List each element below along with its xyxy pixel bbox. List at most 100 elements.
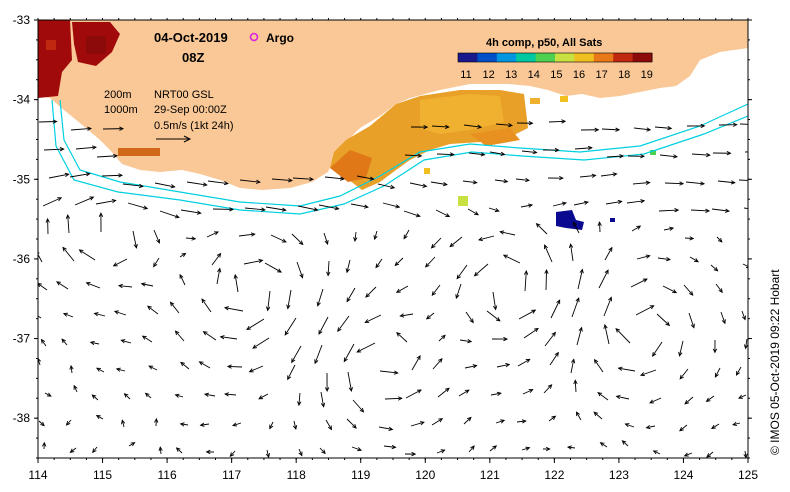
current-arrow: [640, 369, 657, 376]
y-tick-label: -38: [13, 411, 31, 425]
current-arrow: [495, 419, 505, 424]
current-arrowhead-icon: [493, 305, 498, 311]
current-arrow: [449, 236, 463, 248]
current-arrow: [573, 222, 580, 234]
current-arrow: [86, 282, 101, 289]
current-arrow: [225, 393, 237, 396]
current-arrowhead-icon: [144, 392, 150, 398]
current-arrowhead-icon: [217, 267, 222, 273]
current-arrowhead-icon: [292, 425, 298, 431]
current-arrow: [142, 335, 153, 343]
current-arrow: [185, 237, 196, 240]
current-arrowhead-icon: [467, 339, 473, 344]
australia-landmass: [38, 20, 748, 190]
current-arrowhead-icon: [298, 240, 304, 246]
current-arrowhead-icon: [219, 335, 225, 340]
current-arrowhead-icon: [112, 262, 118, 267]
current-arrowhead-icon: [587, 145, 593, 151]
current-arrow: [124, 393, 131, 400]
current-arrowhead-icon: [738, 394, 744, 399]
current-arrowhead-icon: [480, 152, 486, 157]
current-arrowhead-icon: [449, 152, 455, 157]
current-arrow: [180, 423, 189, 426]
current-arrowhead-icon: [38, 357, 41, 362]
current-arrowhead-icon: [111, 198, 117, 204]
current-arrow: [636, 255, 650, 260]
argo-marker-icon: [249, 32, 259, 42]
current-arrow: [635, 305, 654, 316]
current-arrow: [264, 262, 282, 273]
current-arrowhead-icon: [258, 258, 264, 264]
current-arrow: [577, 269, 583, 290]
current-arrow: [43, 148, 64, 151]
colorbar-label: 13: [505, 69, 517, 81]
current-arrowhead-icon: [523, 270, 529, 275]
imos-credit: © IMOS 05-Oct-2019 09:22 Hobart: [768, 269, 782, 455]
current-arrowhead-icon: [593, 411, 599, 417]
current-arrowhead-icon: [619, 154, 625, 159]
current-arrow: [62, 247, 75, 262]
current-arrow: [738, 394, 747, 399]
current-arrowhead-icon: [95, 415, 101, 420]
current-arrow: [153, 229, 160, 244]
current-arrow: [574, 147, 592, 150]
current-arrowhead-icon: [391, 444, 397, 450]
current-arrow: [579, 174, 596, 178]
current-arrowhead-icon: [464, 389, 470, 394]
current-arrow: [180, 362, 190, 370]
current-arrowhead-icon: [92, 145, 97, 150]
current-arrowhead-icon: [474, 211, 480, 216]
colorbar-label: 16: [573, 69, 585, 81]
current-arrow: [176, 447, 183, 454]
colorbar-swatch: [496, 53, 517, 62]
current-arrowhead-icon: [615, 327, 620, 333]
current-arrow: [377, 183, 395, 189]
current-arrowhead-icon: [566, 445, 572, 450]
current-arrowhead-icon: [170, 184, 176, 189]
current-arrowhead-icon: [649, 399, 655, 404]
map-time: 08Z: [182, 50, 204, 65]
current-arrowhead-icon: [62, 246, 67, 252]
current-arrowhead-icon: [52, 119, 58, 124]
current-arrowhead-icon: [42, 441, 47, 447]
current-arrowhead-icon: [154, 417, 159, 423]
current-arrowhead-icon: [73, 384, 78, 390]
current-arrow: [234, 274, 239, 293]
current-arrow: [517, 358, 530, 367]
colorbar-label: 19: [641, 69, 653, 81]
current-arrowhead-icon: [679, 181, 685, 186]
current-arrow: [710, 264, 718, 272]
current-arrow: [379, 370, 398, 374]
current-arrowhead-icon: [578, 326, 583, 332]
current-arrowhead-icon: [203, 392, 209, 397]
current-arrowhead-icon: [422, 183, 428, 188]
current-arrow: [378, 426, 393, 430]
current-arrow: [75, 146, 96, 150]
current-arrow: [732, 422, 741, 426]
current-arrowhead-icon: [281, 238, 287, 243]
current-arrowhead-icon: [416, 355, 421, 360]
current-arrow: [463, 124, 482, 128]
current-arrow: [324, 176, 344, 180]
y-tick-label: -35: [13, 172, 31, 186]
current-arrow: [468, 445, 475, 453]
current-arrow: [601, 128, 620, 131]
map-date: 04-Oct-2019: [154, 30, 228, 45]
current-arrow: [654, 126, 672, 129]
current-arrow: [436, 153, 454, 155]
current-arrowhead-icon: [339, 176, 345, 181]
current-arrow: [347, 371, 352, 392]
current-arrow: [523, 328, 539, 339]
current-arrow: [432, 358, 443, 370]
current-arrowhead-icon: [500, 419, 506, 424]
current-arrowhead-icon: [425, 315, 431, 320]
current-arrow: [549, 352, 559, 366]
current-arrow: [435, 209, 450, 217]
current-arrow: [574, 380, 577, 393]
current-arrow: [179, 253, 186, 258]
current-arrowhead-icon: [138, 183, 144, 189]
current-arrow: [603, 297, 612, 317]
current-arrowhead-icon: [359, 407, 365, 413]
current-arrow: [127, 202, 148, 209]
